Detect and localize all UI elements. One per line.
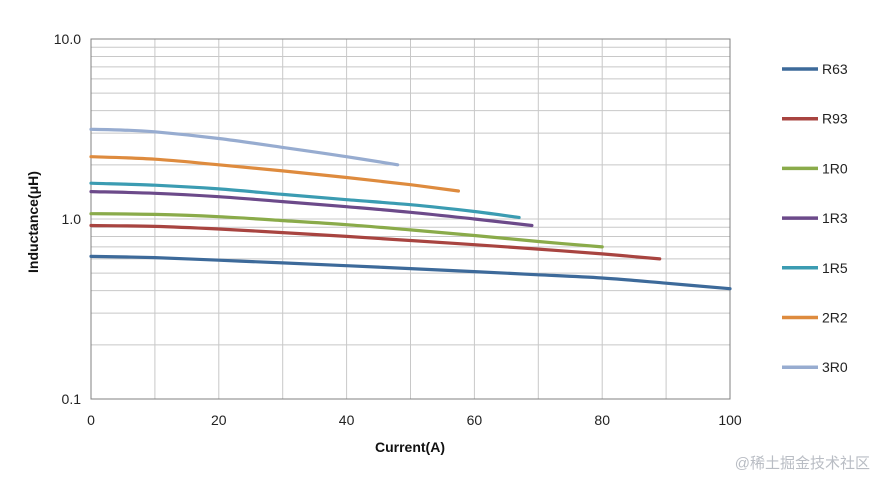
series-line-1r0 (89, 212, 604, 249)
series-lines (89, 127, 732, 291)
series-line-2r2 (89, 155, 460, 193)
plot-area (90, 38, 731, 400)
series-line-r63 (89, 254, 732, 291)
legend-label-1r3: 1R3 (822, 210, 848, 226)
series-line-1r5 (89, 181, 521, 220)
legend: R63 R93 1R0 1R3 1R5 2R2 3R0 (782, 61, 848, 375)
legend-label-1r0: 1R0 (822, 160, 848, 176)
y-axis-label: Inductance(μH) (25, 171, 41, 273)
legend-label-r93: R93 (822, 111, 848, 127)
legend-label-2r2: 2R2 (822, 310, 848, 326)
series-line-r93 (89, 223, 662, 261)
x-tick-label: 100 (718, 412, 742, 428)
x-tick-label: 80 (594, 412, 610, 428)
series-line-1r3 (89, 190, 534, 228)
y-tick-label: 1.0 (62, 211, 82, 227)
grid (90, 38, 731, 400)
legend-label-3r0: 3R0 (822, 359, 848, 375)
x-axis-label: Current(A) (375, 439, 445, 455)
axis-ticks: 0 20 40 60 80 100 10.0 1.0 0.1 (54, 31, 742, 428)
watermark: @稀土掘金技术社区 (735, 455, 870, 472)
series-line-3r0 (89, 127, 400, 167)
y-tick-label: 10.0 (54, 31, 81, 47)
x-tick-label: 60 (467, 412, 483, 428)
legend-label-r63: R63 (822, 61, 848, 77)
x-tick-label: 20 (211, 412, 227, 428)
x-tick-label: 40 (339, 412, 355, 428)
y-tick-label: 0.1 (62, 391, 82, 407)
x-tick-label: 0 (87, 412, 95, 428)
legend-label-1r5: 1R5 (822, 260, 848, 276)
